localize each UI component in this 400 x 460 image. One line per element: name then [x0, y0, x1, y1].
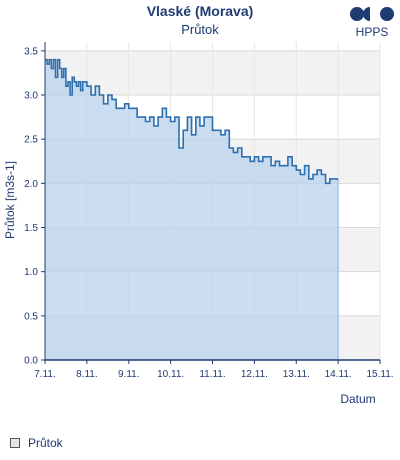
y-tick-label: 2.0 [24, 179, 38, 190]
logo-half-dot [363, 7, 370, 21]
x-tick-label: 14.11. [325, 369, 352, 380]
y-tick-label: 1.0 [24, 267, 38, 278]
y-tick-label: 3.5 [24, 46, 38, 57]
axes [41, 42, 381, 364]
y-tick-label: 0.5 [24, 311, 38, 322]
logo-text: HPPS [356, 25, 389, 39]
hpps-logo: HPPS [350, 7, 394, 39]
x-tick-label: 9.11. [118, 369, 140, 380]
x-tick-labels: 7.11. 8.11. 9.11. 10.11. 11.11. 12.11. 13.11. 1… [34, 369, 393, 380]
logo-dot-1 [350, 7, 364, 21]
y-tick-label: 2.5 [24, 135, 38, 146]
logo-dot-2 [380, 7, 394, 21]
x-tick-label: 12.11. [241, 369, 268, 380]
series-line [45, 58, 339, 185]
y-tick-label: 0.0 [24, 356, 38, 367]
x-tick-label: 15.11. [366, 369, 393, 380]
x-tick-label: 7.11. [34, 369, 56, 380]
y-tick-label: 3.0 [24, 91, 38, 102]
chart-title: Vlaské (Morava) [147, 3, 254, 19]
legend: Průtok [10, 436, 63, 450]
x-tick-label: 10.11. [157, 369, 184, 380]
y-tick-labels: 0.0 0.5 1.0 1.5 2.0 2.5 3.0 3.5 [24, 46, 38, 366]
x-tick-label: 8.11. [76, 369, 98, 380]
x-tick-label: 11.11. [199, 369, 225, 380]
series-area [45, 59, 339, 360]
y-axis-label: Průtok [m3s-1] [3, 161, 17, 239]
legend-swatch [10, 438, 20, 448]
plot-area [45, 58, 339, 360]
y-tick-label: 1.5 [24, 223, 38, 234]
x-tick-label: 13.11. [283, 369, 310, 380]
x-axis-label: Datum [340, 392, 375, 406]
chart-subtitle: Průtok [181, 22, 219, 37]
legend-label: Průtok [28, 436, 63, 450]
